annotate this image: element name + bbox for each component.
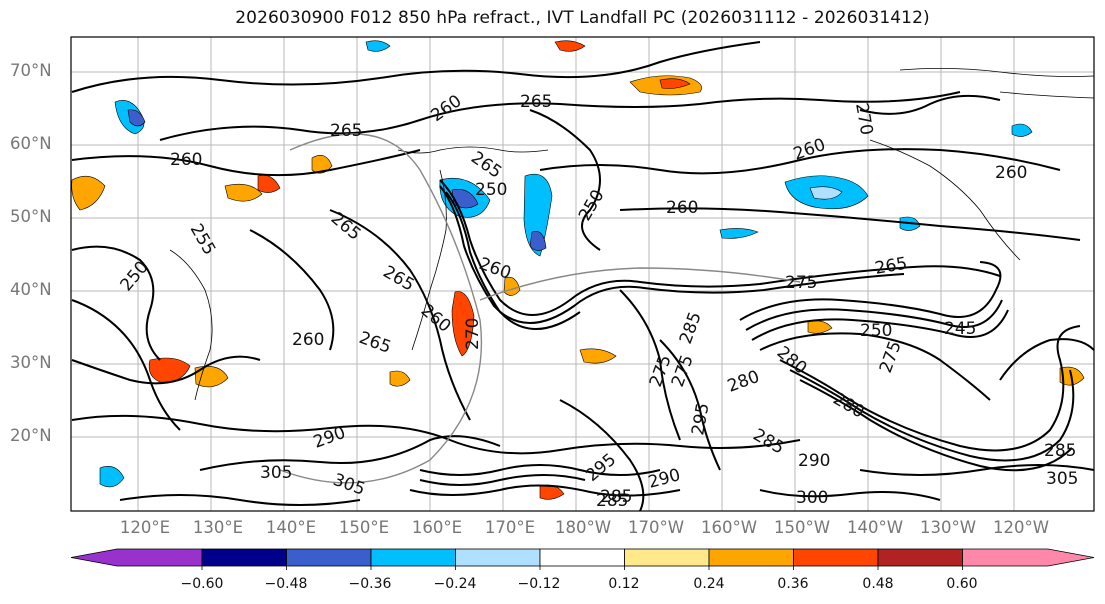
contour-label: 295 xyxy=(582,450,620,486)
lon-label-130w: 130°W xyxy=(919,518,977,537)
contour-lines xyxy=(71,41,1095,512)
contour-label: 250 xyxy=(860,321,892,341)
contour-label: 260 xyxy=(417,301,455,337)
colorbar-swatch xyxy=(201,548,287,567)
colorbar-swatch xyxy=(793,548,879,567)
colorbar-extend-high xyxy=(962,548,1095,567)
contour-label: 260 xyxy=(292,330,324,350)
colorbar xyxy=(70,548,1095,570)
contour-label: 250 xyxy=(575,186,609,224)
colorbar-swatch xyxy=(539,548,625,567)
contour-label: 290 xyxy=(646,465,683,493)
map-frame xyxy=(70,36,1095,512)
lat-label-70n: 70°N xyxy=(10,61,52,80)
contour-label: 260 xyxy=(170,150,202,170)
contour-label: 260 xyxy=(995,163,1027,183)
colorbar-tick-label: 0.24 xyxy=(693,576,725,592)
colorbar-tick-label: 0.12 xyxy=(608,576,640,592)
refractivity-patches xyxy=(71,40,1085,500)
contour-label: 260 xyxy=(666,198,698,218)
contour-label-group: 265 260 265 260 265 260 250 265 260 260 … xyxy=(117,91,1079,511)
contour-label: 285 xyxy=(676,309,706,346)
map-title: 2026030900 F012 850 hPa refract., IVT La… xyxy=(235,8,930,28)
lat-label-60n: 60°N xyxy=(10,134,52,153)
lon-label-120w: 120°W xyxy=(992,518,1050,537)
colorbar-swatch xyxy=(455,548,541,567)
lon-label-130e: 130°E xyxy=(192,518,244,537)
colorbar-tick-label: −0.60 xyxy=(180,576,224,592)
contour-label: 275 xyxy=(876,338,906,375)
contour-label: 265 xyxy=(327,209,365,245)
colorbar-tick-label: −0.12 xyxy=(517,576,561,592)
lon-label-150e: 150°E xyxy=(338,518,390,537)
lat-label-30n: 30°N xyxy=(10,353,52,372)
contour-label: 305 xyxy=(260,463,292,483)
contour-label: 250 xyxy=(475,180,507,200)
colorbar-tick-label: −0.36 xyxy=(348,576,392,592)
contour-label: 250 xyxy=(117,257,153,295)
lon-label-120e: 120°E xyxy=(119,518,171,537)
contour-label: 295 xyxy=(688,401,713,436)
contour-label: 245 xyxy=(944,319,976,339)
contour-label: 265 xyxy=(520,92,552,112)
contour-label: 285 xyxy=(750,425,788,459)
colorbar-swatch xyxy=(624,548,710,567)
lon-label-150w: 150°W xyxy=(773,518,831,537)
lon-label-170e: 170°E xyxy=(484,518,536,537)
colorbar-tick-label: −0.24 xyxy=(433,576,477,592)
lat-label-20n: 20°N xyxy=(10,426,52,445)
contour-label: 270 xyxy=(851,101,876,136)
contour-label: 255 xyxy=(186,221,220,259)
lon-label-160e: 160°E xyxy=(411,518,463,537)
lon-label-160w: 160°W xyxy=(700,518,758,537)
contour-label: 285 xyxy=(1044,441,1076,461)
colorbar-tick-label: −0.48 xyxy=(264,576,308,592)
contour-label: 265 xyxy=(356,328,393,358)
contour-label: 300 xyxy=(796,488,828,508)
contour-label: 280 xyxy=(725,367,762,397)
contour-label: 260 xyxy=(791,135,828,165)
lon-label-140e: 140°E xyxy=(265,518,317,537)
contour-label: 285 xyxy=(596,491,628,511)
lon-label-140w: 140°W xyxy=(846,518,904,537)
contour-label: 290 xyxy=(311,423,348,453)
contour-label: 260 xyxy=(427,91,465,126)
lat-label-50n: 50°N xyxy=(10,207,52,226)
colorbar-swatch xyxy=(708,548,794,567)
contour-label: 265 xyxy=(330,121,362,141)
colorbar-swatch xyxy=(370,548,456,567)
colorbar-extend-low xyxy=(70,548,203,567)
lon-label-180w: 180°W xyxy=(554,518,612,537)
colorbar-swatch xyxy=(286,548,372,567)
colorbar-swatch xyxy=(877,548,963,567)
contour-label: 275 xyxy=(785,273,817,293)
contour-label: 265 xyxy=(467,148,505,183)
contour-label: 290 xyxy=(798,451,830,471)
colorbar-tick-label: 0.48 xyxy=(862,576,894,592)
contour-label: 305 xyxy=(1046,469,1078,489)
colorbar-tick-label: 0.60 xyxy=(946,576,978,592)
lat-label-40n: 40°N xyxy=(10,280,52,299)
contour-label: 285 xyxy=(600,487,632,507)
contour-label: 265 xyxy=(873,254,908,279)
lon-label-170w: 170°W xyxy=(627,518,685,537)
coastlines xyxy=(169,68,1095,401)
colorbar-tick-label: 0.36 xyxy=(777,576,809,592)
contour-label: 270 xyxy=(463,318,483,350)
contour-label: 305 xyxy=(330,470,367,500)
